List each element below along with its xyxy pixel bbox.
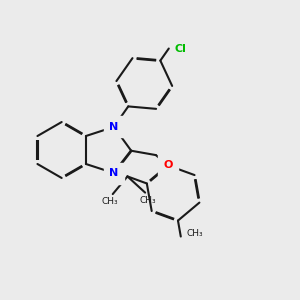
Text: CH₃: CH₃ xyxy=(140,196,156,205)
Text: Cl: Cl xyxy=(175,44,187,53)
Text: N: N xyxy=(109,168,119,178)
Text: CH₃: CH₃ xyxy=(101,197,118,206)
Text: N: N xyxy=(109,122,119,132)
Text: O: O xyxy=(164,160,173,170)
Text: CH₃: CH₃ xyxy=(186,229,203,238)
